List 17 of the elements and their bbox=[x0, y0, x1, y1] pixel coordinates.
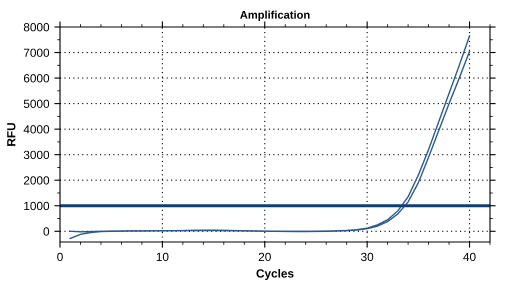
y-tick-label: 0 bbox=[43, 227, 50, 236]
x-tick-label: 20 bbox=[258, 252, 271, 262]
y-tick-label: 4000 bbox=[24, 125, 50, 134]
y-tick-label: 2000 bbox=[24, 176, 50, 185]
x-tick-label: 10 bbox=[156, 252, 168, 262]
x-tick-label: 40 bbox=[463, 252, 476, 262]
y-tick-label: 5000 bbox=[24, 100, 50, 108]
y-axis-title: RFU bbox=[7, 123, 16, 146]
y-tick-label: 6000 bbox=[24, 74, 50, 82]
y-tick-label: 7000 bbox=[24, 48, 50, 57]
chart-title: Amplification bbox=[240, 10, 310, 21]
x-tick-label: 0 bbox=[57, 252, 63, 262]
y-tick-label: 1000 bbox=[24, 202, 50, 210]
x-tick-label: 30 bbox=[361, 252, 374, 262]
y-tick-label: 3000 bbox=[24, 150, 50, 160]
x-axis-title: Cycles bbox=[256, 268, 294, 280]
y-tick-label: 8000 bbox=[24, 23, 50, 32]
